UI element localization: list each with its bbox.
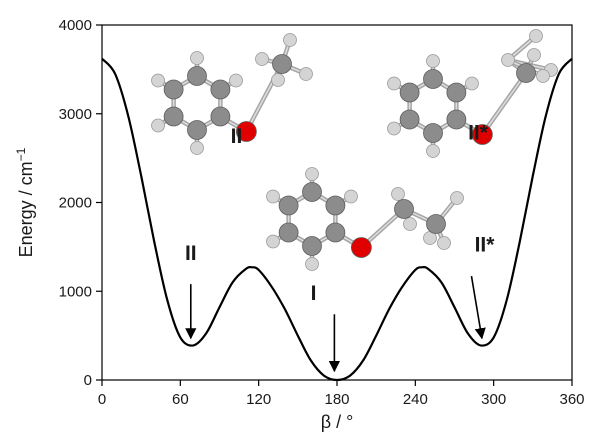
hydrogen-atom bbox=[305, 257, 319, 271]
x-axis-title: β / ° bbox=[321, 412, 354, 432]
hydrogen-atom bbox=[426, 54, 440, 68]
hydrogen-atom bbox=[305, 167, 319, 181]
molecule-ii-left bbox=[151, 33, 313, 155]
hydrogen-atom bbox=[283, 33, 297, 47]
hydrogen-atom bbox=[529, 29, 543, 43]
carbon-atom bbox=[302, 236, 322, 256]
molecule-ii-star-right bbox=[387, 29, 558, 158]
molecule-i-center bbox=[266, 167, 464, 271]
conformer-label: I bbox=[311, 282, 317, 305]
x-tick-label: 300 bbox=[481, 391, 506, 408]
hydrogen-atom bbox=[536, 69, 550, 83]
carbon-atom bbox=[399, 82, 420, 103]
molecule-illustrations bbox=[151, 29, 558, 271]
carbon-atom bbox=[278, 222, 299, 243]
carbon-atom bbox=[394, 199, 414, 219]
y-tick-label: 1000 bbox=[59, 283, 92, 300]
hydrogen-atom bbox=[255, 52, 269, 66]
hydrogen-atom bbox=[299, 67, 313, 81]
carbon-atom bbox=[516, 63, 536, 83]
hydrogen-atom bbox=[190, 141, 204, 155]
carbon-atom bbox=[272, 54, 292, 74]
y-tick-label: 0 bbox=[84, 372, 92, 389]
x-tick-label: 360 bbox=[559, 391, 584, 408]
x-tick-label: 240 bbox=[403, 391, 428, 408]
conformer-label: II* bbox=[475, 233, 496, 256]
hydrogen-atom bbox=[403, 217, 417, 231]
hydrogen-atom bbox=[266, 234, 280, 249]
y-tick-label: 4000 bbox=[59, 17, 92, 34]
hydrogen-atom bbox=[151, 118, 165, 133]
y-axis-title: Energy / cm−1 bbox=[14, 147, 36, 257]
hydrogen-atom bbox=[465, 76, 479, 91]
series-layer bbox=[101, 57, 573, 382]
carbon-atom bbox=[163, 79, 184, 100]
x-tick-label: 60 bbox=[172, 391, 189, 408]
hydrogen-atom bbox=[501, 53, 515, 67]
hydrogen-atom bbox=[344, 189, 358, 204]
hydrogen-atom bbox=[387, 76, 401, 91]
carbon-atom bbox=[423, 123, 443, 143]
hydrogen-atom bbox=[190, 51, 204, 65]
conformer-label: II* bbox=[468, 121, 489, 144]
hydrogen-atom bbox=[426, 144, 440, 158]
x-tick-label: 180 bbox=[324, 391, 349, 408]
x-tick-label: 0 bbox=[98, 391, 106, 408]
carbon-atom bbox=[278, 195, 299, 216]
annotation-arrow bbox=[470, 276, 486, 340]
hydrogen-atom bbox=[266, 189, 280, 204]
hydrogen-atom bbox=[527, 48, 541, 62]
chart-axes: 0 60 120 180 240 300 360 0 1000 2000 3000 4000 bbox=[59, 17, 585, 408]
carbon-atom bbox=[210, 106, 231, 127]
carbon-atom bbox=[446, 82, 467, 103]
carbon-atom bbox=[302, 182, 322, 202]
hydrogen-atom bbox=[387, 121, 401, 136]
oxygen-atom bbox=[350, 237, 372, 258]
carbon-atom bbox=[325, 222, 346, 243]
hydrogen-atom bbox=[450, 191, 464, 205]
y-tick-label: 3000 bbox=[59, 106, 92, 123]
carbon-atom bbox=[187, 66, 207, 86]
y-axis-title-sup: −1 bbox=[14, 147, 28, 161]
carbon-atom bbox=[325, 195, 346, 216]
carbon-atom bbox=[163, 106, 184, 127]
hydrogen-atom bbox=[151, 73, 165, 88]
hydrogen-atom bbox=[271, 73, 285, 87]
x-tick-label: 120 bbox=[246, 391, 271, 408]
carbon-atom bbox=[446, 109, 467, 130]
carbon-atom bbox=[210, 79, 231, 100]
carbon-atom bbox=[426, 214, 446, 234]
hydrogen-atom bbox=[229, 73, 243, 88]
y-axis-title-main: Energy / cm bbox=[16, 161, 36, 257]
oxygen-atom bbox=[471, 124, 493, 145]
y-tick-label: 2000 bbox=[59, 195, 92, 212]
energy-curve bbox=[101, 57, 573, 382]
conformer-label: II bbox=[185, 242, 197, 265]
carbon-atom bbox=[423, 69, 443, 89]
hydrogen-atom bbox=[391, 187, 405, 201]
carbon-atom bbox=[187, 120, 207, 140]
bond-highlight bbox=[481, 72, 527, 136]
oxygen-atom bbox=[235, 121, 257, 142]
conformer-label: II bbox=[231, 125, 243, 148]
hydrogen-atom bbox=[437, 236, 451, 250]
carbon-atom bbox=[399, 109, 420, 130]
